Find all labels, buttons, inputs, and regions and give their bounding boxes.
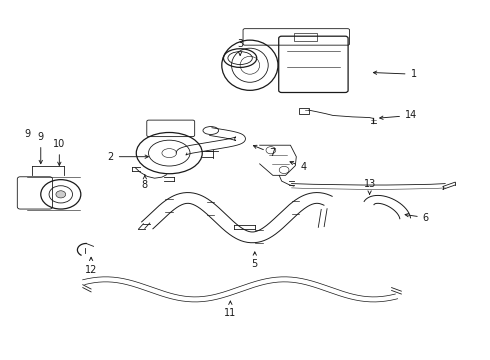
Text: 3: 3 — [237, 39, 243, 55]
Text: 8: 8 — [142, 175, 148, 190]
Text: 7: 7 — [253, 145, 275, 158]
Bar — [294, 33, 318, 41]
Text: 9: 9 — [38, 132, 44, 164]
Text: 12: 12 — [85, 257, 98, 275]
Text: 13: 13 — [364, 179, 376, 194]
Text: 11: 11 — [224, 301, 237, 318]
Text: 2: 2 — [107, 152, 148, 162]
Text: 1: 1 — [373, 69, 416, 79]
Text: 9: 9 — [24, 129, 31, 139]
Text: 4: 4 — [290, 162, 307, 172]
Text: 10: 10 — [53, 139, 66, 166]
Circle shape — [56, 191, 66, 198]
Text: 5: 5 — [252, 252, 258, 269]
Text: 14: 14 — [380, 111, 417, 121]
Bar — [299, 108, 310, 114]
Text: 6: 6 — [405, 213, 429, 222]
